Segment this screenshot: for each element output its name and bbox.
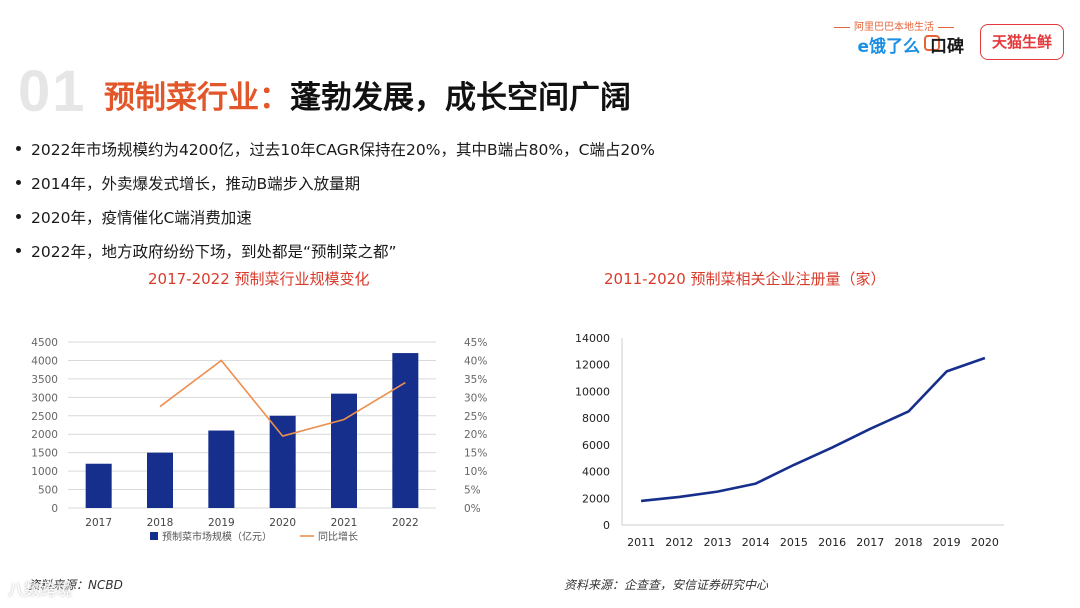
bar — [85, 463, 112, 508]
market-size-chart: 0 500 1000 1500 2000 2500 3000 3500 4000 4500 0% 5%… — [31, 337, 487, 543]
left-chart-title: 2017-2022 预制菜行业规模变化 — [148, 270, 370, 288]
right-source-note: 资料来源：企查查，安信证券研究中心 — [564, 578, 769, 592]
x-tick-label: 2019 — [208, 517, 235, 529]
page-title: 预制菜行业：蓬勃发展，成长空间广阔 — [104, 72, 631, 117]
y2-tick-label: 15% — [464, 448, 487, 460]
right-chart-title: 2011-2020 预制菜相关企业注册量（家） — [604, 270, 886, 288]
x-tick-label: 2019 — [933, 536, 961, 549]
x-tick-label: 2017 — [856, 536, 884, 549]
bullet-item: 2022年，地方政府纷纷下场，到处都是“预制菜之都” — [16, 240, 655, 274]
y2-tick-label: 30% — [464, 392, 487, 404]
bullet-dot — [16, 248, 21, 253]
bullet-text: 2022年市场规模约为4200亿，过去10年CAGR保持在20%，其中B端占80… — [31, 141, 655, 159]
bar — [208, 430, 235, 508]
page-title-rest: 蓬勃发展，成长空间广阔 — [290, 80, 631, 116]
y2-tick-label: 45% — [464, 337, 487, 349]
y-tick-label: 2500 — [31, 411, 58, 423]
bullet-text: 2022年，地方政府纷纷下场，到处都是“预制菜之都” — [31, 243, 397, 261]
bar — [392, 353, 419, 508]
watermark: 八数跨境 — [8, 580, 73, 599]
x-tick-label: 2022 — [392, 517, 419, 529]
y-tick-label: 6000 — [582, 439, 610, 452]
y-tick-label: 0 — [51, 503, 58, 515]
y2-tick-label: 5% — [464, 485, 481, 497]
alibaba-local-life-slogan: 阿里巴巴本地生活 — [830, 18, 958, 33]
y-tick-label: 12000 — [575, 359, 610, 372]
y-tick-label: 8000 — [582, 412, 610, 425]
y2-tick-label: 0% — [464, 503, 481, 515]
y-tick-label: 2000 — [31, 429, 58, 441]
bar — [269, 415, 296, 508]
y-tick-label: 1000 — [31, 466, 58, 478]
y-tick-label: 4500 — [31, 337, 58, 349]
x-tick-label: 2014 — [742, 536, 770, 549]
x-tick-label: 2021 — [331, 517, 358, 529]
x-tick-label: 2018 — [895, 536, 923, 549]
y2-tick-label: 35% — [464, 374, 487, 386]
left-source-note: 资料来源：NCBD — [28, 578, 123, 592]
y-tick-label: 3000 — [31, 392, 58, 404]
x-tick-label: 2015 — [780, 536, 808, 549]
page-title-accent: 预制菜行业： — [104, 80, 290, 116]
x-tick-label: 2020 — [971, 536, 999, 549]
y-tick-label: 0 — [603, 519, 610, 532]
y-tick-label: 500 — [38, 485, 58, 497]
bullet-dot — [16, 180, 21, 185]
y2-tick-label: 10% — [464, 466, 487, 478]
company-registration-chart: 0 2000 4000 6000 8000 10000 12000 14000 2011 2012… — [575, 332, 1004, 549]
bullet-item: 2020年，疫情催化C端消费加速 — [16, 206, 655, 240]
y2-tick-label: 40% — [464, 355, 487, 367]
bullet-item: 2014年，外卖爆发式增长，推动B端步入放量期 — [16, 172, 655, 206]
section-number: 01 — [18, 59, 87, 124]
y-tick-label: 4000 — [31, 355, 58, 367]
y2-tick-label: 20% — [464, 429, 487, 441]
x-tick-label: 2018 — [147, 517, 174, 529]
bullet-text: 2014年，外卖爆发式增长，推动B端步入放量期 — [31, 175, 361, 193]
bullet-dot — [16, 214, 21, 219]
x-tick-label: 2011 — [627, 536, 655, 549]
koubei-icon — [924, 35, 940, 51]
eleme-logo: e饿了么 — [857, 37, 920, 57]
y-tick-label: 1500 — [31, 448, 58, 460]
bar — [147, 452, 173, 508]
legend-label: 预制菜市场规模（亿元） — [162, 530, 272, 543]
y-tick-label: 4000 — [582, 466, 610, 479]
partner-logos: 阿里巴巴本地生活 e饿了么 口碑 天猫生鲜 — [764, 18, 1064, 60]
x-tick-label: 2020 — [269, 517, 296, 529]
y-tick-label: 2000 — [582, 492, 610, 505]
registration-line — [640, 356, 986, 503]
yoy-growth-line — [159, 359, 406, 437]
bullet-text: 2020年，疫情催化C端消费加速 — [31, 209, 252, 227]
bullet-dot — [16, 146, 21, 151]
x-tick-label: 2017 — [85, 517, 112, 529]
y2-tick-label: 25% — [464, 411, 487, 423]
tmall-fresh-logo: 天猫生鲜 — [980, 24, 1064, 60]
koubei-logo: 口碑 — [930, 37, 964, 57]
bullet-list: 2022年市场规模约为4200亿，过去10年CAGR保持在20%，其中B端占80… — [16, 138, 655, 274]
x-tick-label: 2012 — [665, 536, 693, 549]
y-tick-label: 10000 — [575, 385, 610, 398]
y-tick-label: 14000 — [575, 332, 610, 345]
x-tick-label: 2016 — [818, 536, 846, 549]
x-tick-label: 2013 — [704, 536, 732, 549]
bullet-item: 2022年市场规模约为4200亿，过去10年CAGR保持在20%，其中B端占80… — [16, 138, 655, 172]
bar — [331, 393, 357, 508]
legend-swatch-bar — [150, 532, 158, 540]
legend-label: 同比增长 — [318, 530, 358, 543]
y-tick-label: 3500 — [31, 374, 58, 386]
